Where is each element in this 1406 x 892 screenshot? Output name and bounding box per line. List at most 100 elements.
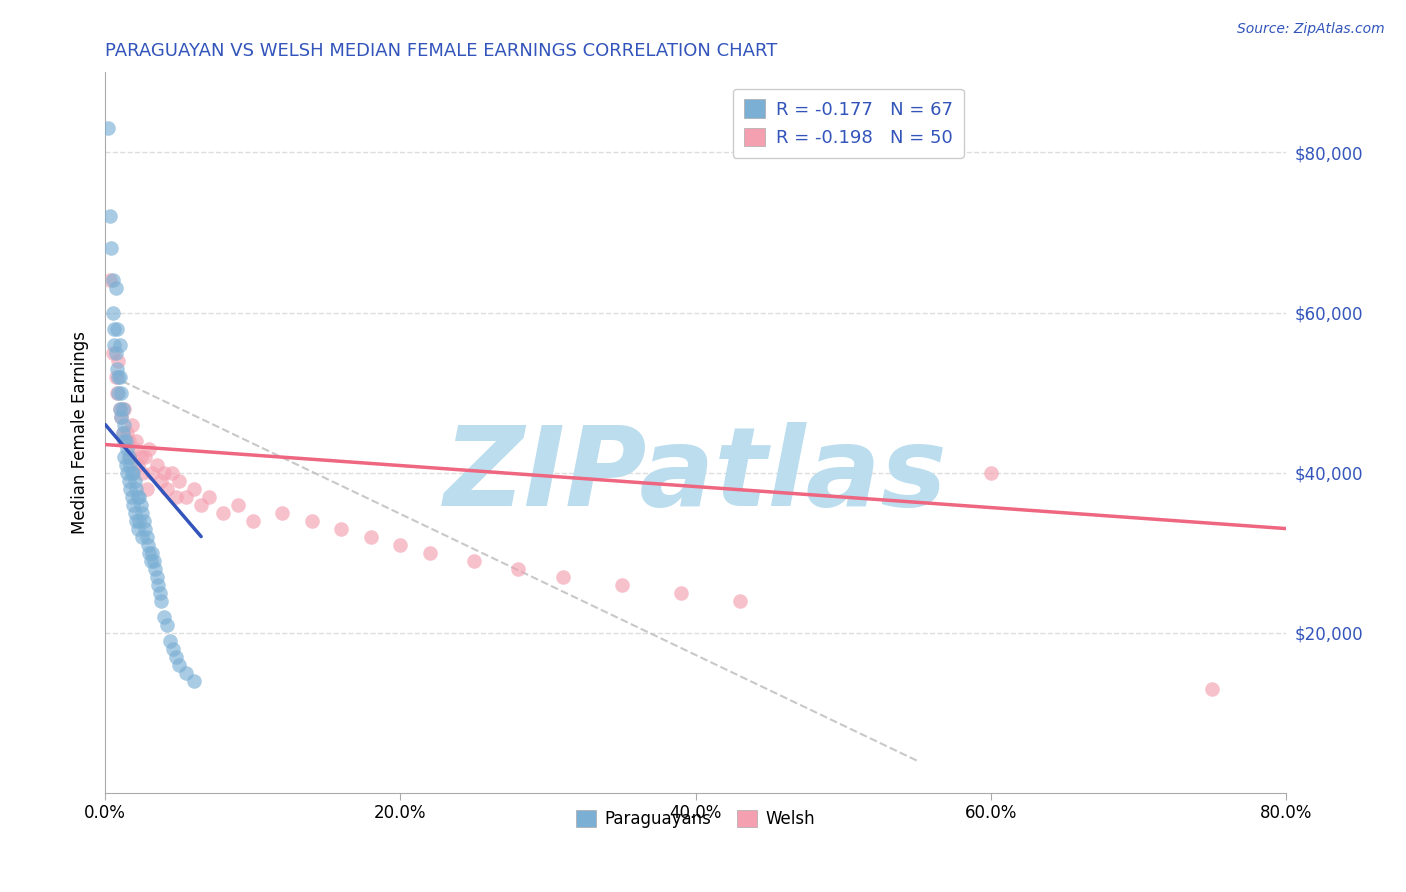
Point xyxy=(100,242,122,256)
Text: ZIPatlas: ZIPatlas xyxy=(444,422,948,529)
Point xyxy=(128,490,150,504)
Point xyxy=(197,490,219,504)
Point xyxy=(124,442,146,456)
Point xyxy=(980,466,1002,480)
Point xyxy=(118,474,141,488)
Point xyxy=(125,514,148,528)
Point xyxy=(131,466,153,480)
Point xyxy=(125,434,148,448)
Point xyxy=(129,450,152,464)
Point xyxy=(104,369,127,384)
Point xyxy=(122,498,145,512)
Point xyxy=(669,585,692,599)
Point xyxy=(160,466,183,480)
Point xyxy=(156,482,179,496)
Point xyxy=(120,482,142,496)
Point xyxy=(148,577,170,591)
Point xyxy=(112,401,135,416)
Point xyxy=(112,450,135,464)
Text: Source: ZipAtlas.com: Source: ZipAtlas.com xyxy=(1237,22,1385,37)
Point xyxy=(115,434,138,448)
Point xyxy=(301,514,323,528)
Point xyxy=(105,361,128,376)
Point xyxy=(108,369,131,384)
Point xyxy=(112,434,135,448)
Point xyxy=(463,553,485,567)
Point xyxy=(115,458,138,472)
Point xyxy=(139,553,162,567)
Point xyxy=(146,458,169,472)
Point xyxy=(111,401,134,416)
Point xyxy=(159,633,181,648)
Point xyxy=(728,593,751,607)
Point xyxy=(111,425,134,440)
Point xyxy=(165,490,187,504)
Point xyxy=(167,474,190,488)
Point xyxy=(98,273,121,287)
Point xyxy=(330,522,353,536)
Point xyxy=(112,417,135,432)
Point xyxy=(419,545,441,559)
Point xyxy=(551,569,574,583)
Point xyxy=(271,506,294,520)
Point xyxy=(145,561,167,575)
Point xyxy=(121,466,143,480)
Point xyxy=(150,593,173,607)
Point xyxy=(110,409,132,424)
Point xyxy=(103,337,125,351)
Point xyxy=(132,514,155,528)
Point xyxy=(165,649,187,664)
Point xyxy=(360,530,382,544)
Point xyxy=(153,466,176,480)
Point xyxy=(242,514,264,528)
Point xyxy=(135,530,157,544)
Point xyxy=(97,121,120,136)
Legend: Paraguayans, Welsh: Paraguayans, Welsh xyxy=(569,803,821,835)
Point xyxy=(129,498,152,512)
Point xyxy=(212,506,235,520)
Point xyxy=(176,665,198,680)
Point xyxy=(150,474,173,488)
Point xyxy=(108,401,131,416)
Point xyxy=(149,585,172,599)
Point xyxy=(142,553,165,567)
Point xyxy=(146,569,169,583)
Point xyxy=(107,353,129,368)
Point xyxy=(122,466,145,480)
Text: PARAGUAYAN VS WELSH MEDIAN FEMALE EARNINGS CORRELATION CHART: PARAGUAYAN VS WELSH MEDIAN FEMALE EARNIN… xyxy=(105,42,778,60)
Point xyxy=(104,281,127,295)
Point xyxy=(167,657,190,672)
Y-axis label: Median Female Earnings: Median Female Earnings xyxy=(72,331,89,534)
Point xyxy=(134,450,156,464)
Point xyxy=(110,409,132,424)
Point xyxy=(141,466,163,480)
Point xyxy=(141,545,163,559)
Point xyxy=(98,210,121,224)
Point xyxy=(124,474,146,488)
Point xyxy=(131,506,153,520)
Point xyxy=(134,522,156,536)
Point xyxy=(135,482,157,496)
Point xyxy=(117,425,139,440)
Point xyxy=(183,482,205,496)
Point xyxy=(138,442,160,456)
Point xyxy=(110,385,132,400)
Point xyxy=(508,561,530,575)
Point xyxy=(127,458,149,472)
Point xyxy=(101,273,124,287)
Point xyxy=(107,385,129,400)
Point xyxy=(118,434,141,448)
Point xyxy=(125,482,148,496)
Point xyxy=(105,321,128,335)
Point xyxy=(176,490,198,504)
Point xyxy=(121,490,143,504)
Point xyxy=(389,538,412,552)
Point xyxy=(111,425,134,440)
Point xyxy=(153,609,176,624)
Point xyxy=(121,417,143,432)
Point xyxy=(131,530,153,544)
Point xyxy=(117,442,139,456)
Point xyxy=(128,514,150,528)
Point xyxy=(120,450,142,464)
Point xyxy=(124,506,146,520)
